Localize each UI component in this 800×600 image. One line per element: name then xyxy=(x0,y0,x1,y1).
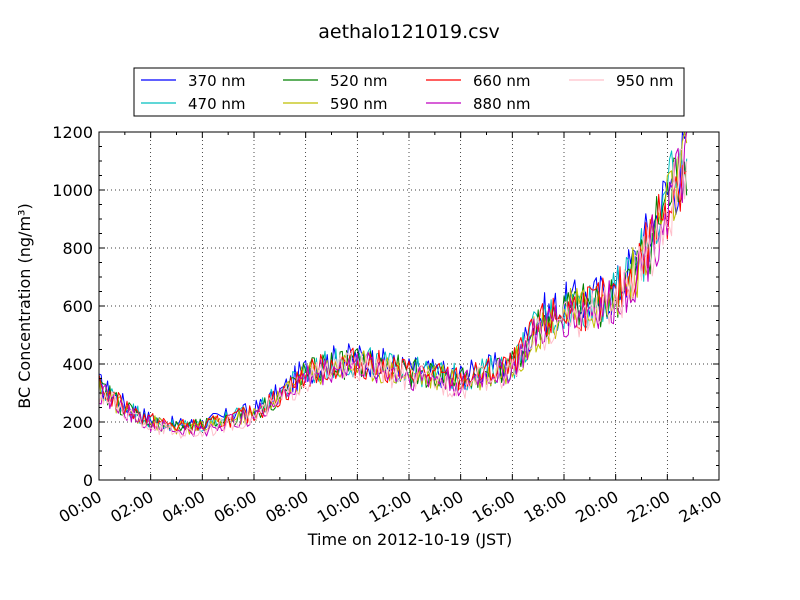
legend: 370 nm 470 nm 520 nm 590 nm 660 nm 880 nm 950 … xyxy=(133,67,685,117)
y-tick-label: 800 xyxy=(62,239,93,258)
chart-title: aethalo121019.csv xyxy=(318,21,500,43)
legend-label: 470 nm xyxy=(188,95,246,113)
y-tick-label: 200 xyxy=(62,413,93,432)
legend-label: 590 nm xyxy=(330,95,388,113)
legend-label: 880 nm xyxy=(473,95,531,113)
y-tick-label: 400 xyxy=(62,355,93,374)
y-tick-label: 1200 xyxy=(52,123,93,142)
series-line xyxy=(98,148,688,433)
legend-label: 660 nm xyxy=(473,72,531,90)
y-tick-label: 0 xyxy=(83,471,93,490)
series-lines xyxy=(98,131,688,439)
series-line xyxy=(98,148,688,439)
y-tick-label: 1000 xyxy=(52,181,93,200)
series-line xyxy=(98,131,688,437)
y-tick-label: 600 xyxy=(62,297,93,316)
x-axis-label: Time on 2012-10-19 (JST) xyxy=(307,530,512,549)
legend-label: 950 nm xyxy=(616,72,674,90)
grid xyxy=(99,132,719,480)
y-axis-label: BC Concentration (ng/m³) xyxy=(15,203,34,408)
legend-items: 370 nm 470 nm 520 nm 590 nm 660 nm 880 nm 950 … xyxy=(141,72,674,113)
legend-label: 370 nm xyxy=(188,72,246,90)
legend-label: 520 nm xyxy=(330,72,388,90)
legend-frame xyxy=(133,67,685,117)
